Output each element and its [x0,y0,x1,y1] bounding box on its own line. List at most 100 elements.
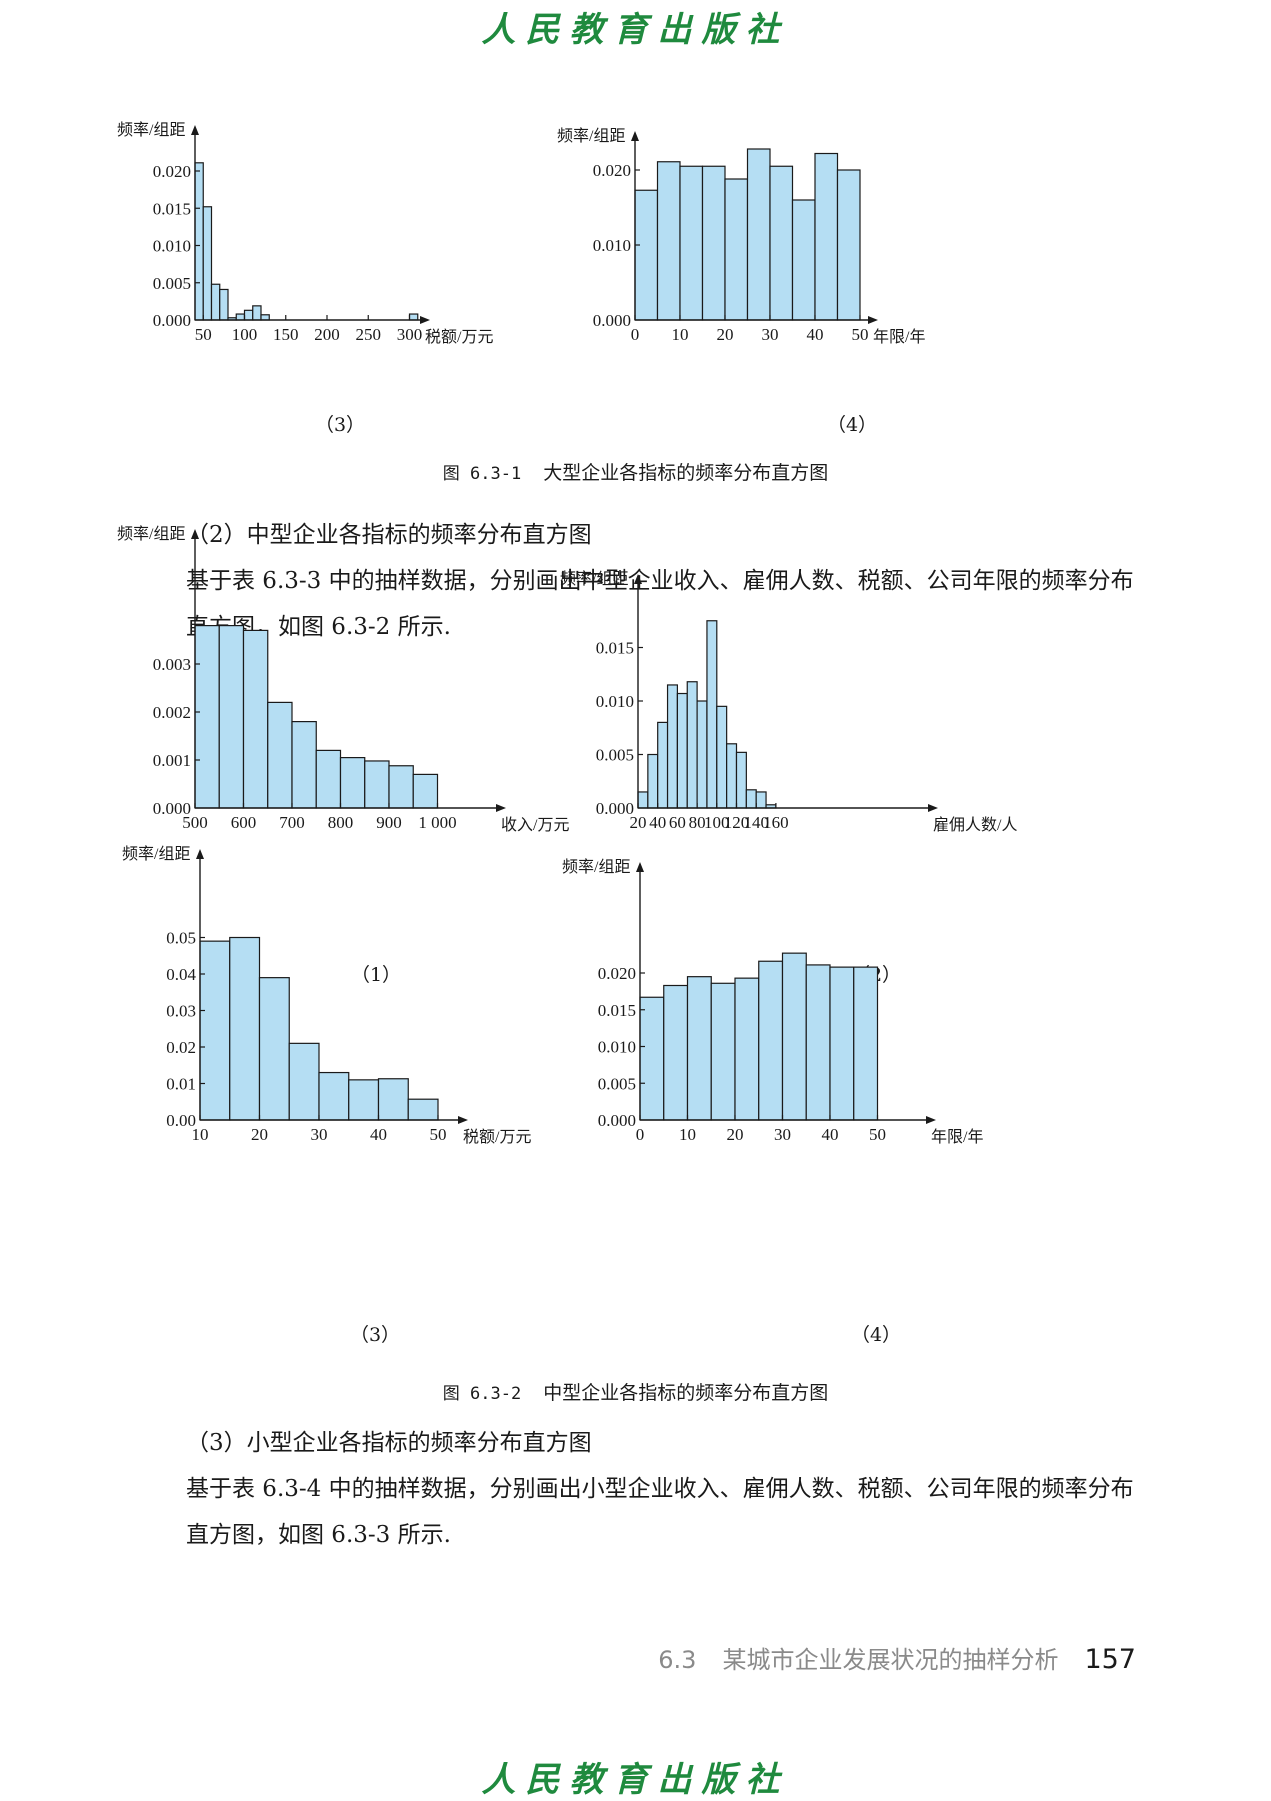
x-tick-label: 10 [672,325,689,344]
histogram-bar [218,624,245,809]
y-axis-arrow [631,131,639,141]
histogram-bar [339,757,366,809]
y-axis-label: 频率/组距 [117,525,185,543]
y-tick-label: 0.02 [166,1038,196,1057]
x-tick-label: 700 [279,813,305,832]
x-tick-label: 20 [251,1125,268,1144]
y-axis-arrow [636,862,644,872]
y-axis-arrow [196,849,204,859]
x-axis-label: 年限/年 [873,328,925,346]
fig2-panel-label-3: （3） [349,1324,401,1346]
fig1-panel-label-3: （3） [314,414,366,436]
y-axis-arrow [634,574,642,584]
x-tick-label: 80 [689,813,706,832]
histogram-bar [724,178,749,321]
y-tick-label: 0.010 [153,237,191,256]
x-axis-arrow [868,316,878,324]
x-axis-label: 雇佣人数/人 [933,816,1017,834]
x-tick-label: 150 [273,325,299,344]
y-tick-label: 0.05 [166,929,196,948]
histogram-bar [836,169,861,321]
histogram-bar [267,701,293,809]
x-axis-label: 税额/万元 [463,1128,531,1146]
publisher-logo-bottom: 人民教育出版社 [481,1760,790,1800]
y-tick-label: 0.001 [153,751,191,770]
y-tick-label: 0.005 [598,1074,636,1093]
section-small-text: （3）小型企业各指标的频率分布直方图 基于表 6.3-4 中的抽样数据，分别画出… [138,1420,1138,1558]
histogram-bar [829,966,855,1121]
histogram-bar [805,964,831,1121]
histogram-bar [791,199,816,321]
chart-medium-revenue: 频率/组距 0.000 0.001 0.002 0.003 500 600 700 800 900… [117,525,569,834]
figure1-caption-text: 大型企业各指标的频率分布直方图 [543,462,829,484]
histogram-bar [769,165,794,321]
y-axis-label: 频率/组距 [557,127,625,145]
y-tick-label: 0.010 [596,692,634,711]
histogram-bar [758,960,784,1121]
figure2-caption-text: 中型企业各指标的频率分布直方图 [543,1382,829,1404]
x-tick-label: 10 [679,1125,696,1144]
x-tick-label: 500 [182,813,208,832]
x-tick-label: 50 [430,1125,447,1144]
histogram-bar [679,165,704,321]
histogram-bar [194,624,220,809]
x-tick-label: 1 000 [418,813,456,832]
y-axis-label: 频率/组距 [122,845,190,863]
chart-large-tax: 频率/组距 0.000 0.005 0.010 0.015 0.020 50 100 150 20… [117,121,493,346]
x-axis-label: 收入/万元 [501,816,569,834]
x-tick-label: 20 [717,325,734,344]
fig2-panel-label-4: （4） [850,1324,902,1346]
histogram-bar [288,1042,320,1121]
x-tick-label: 20 [630,813,647,832]
footer-section-title: 某城市企业发展状况的抽样分析 [722,1646,1059,1674]
y-tick-label: 0.015 [596,639,634,658]
y-tick-label: 0.005 [153,274,191,293]
histogram-bar [735,751,747,809]
x-axis-arrow [458,1116,468,1124]
histogram-bar [663,984,689,1121]
y-tick-label: 0.01 [166,1075,196,1094]
heading-medium: （2）中型企业各指标的频率分布直方图 [186,522,592,548]
histogram-bar [696,700,708,809]
chart-group: 频率/组距 0.000 0.010 0.020 0 10 20 30 40 50 年限/年 [557,127,925,346]
y-tick-label: 0.010 [598,1038,636,1057]
chart-group: 频率/组距 0.00 0.01 0.02 0.03 0.04 0.05 10 20 30 40 50 税… [122,845,531,1146]
histogram-bar [412,773,439,809]
histogram-bar [746,148,771,321]
x-tick-label: 0 [631,325,640,344]
x-tick-label: 50 [195,325,212,344]
x-axis-arrow [496,804,506,812]
x-axis-arrow [928,804,938,812]
x-tick-label: 50 [852,325,869,344]
publisher-logo-top: 人民教育出版社 [481,10,790,50]
x-tick-label: 100 [232,325,258,344]
histogram-bar [243,309,254,321]
y-tick-label: 0.000 [153,799,191,818]
histogram-bar [260,314,270,321]
chart-medium-years: 频率/组距 0.000 0.005 0.010 0.015 0.020 0 10 20 30 40 5… [562,858,983,1146]
x-tick-label: 50 [869,1125,886,1144]
heading-small: （3）小型企业各指标的频率分布直方图 [186,1430,592,1456]
histogram-bar [781,952,807,1121]
x-tick-label: 30 [762,325,779,344]
fig2-panel-label-1: （1） [350,964,402,986]
x-tick-label: 120 [724,813,750,832]
histogram-bar [656,161,681,321]
histogram-bar [686,681,698,809]
x-tick-label: 40 [370,1125,387,1144]
y-tick-label: 0.015 [598,1001,636,1020]
x-tick-label: 300 [397,325,423,344]
x-tick-label: 140 [743,813,769,832]
y-axis-label: 频率/组距 [562,858,630,876]
page-number: 157 [1084,1644,1136,1675]
histogram-bar [853,966,879,1121]
chart-group: 频率/组距 0.000 0.005 0.010 0.015 0.020 50 100 150 20… [117,121,493,346]
chart-group: 频率/组距 0.000 0.001 0.002 0.003 500 600 700 800 900… [117,525,569,834]
histogram-bar [315,749,342,809]
histogram-bar [637,791,649,809]
paragraph-small: 基于表 6.3-4 中的抽样数据，分别画出小型企业收入、雇佣人数、税额、公司年限… [186,1476,1134,1548]
histogram-bar [755,791,767,809]
histogram-bar [814,152,839,321]
y-axis-label: 频率/组距 [117,121,185,139]
